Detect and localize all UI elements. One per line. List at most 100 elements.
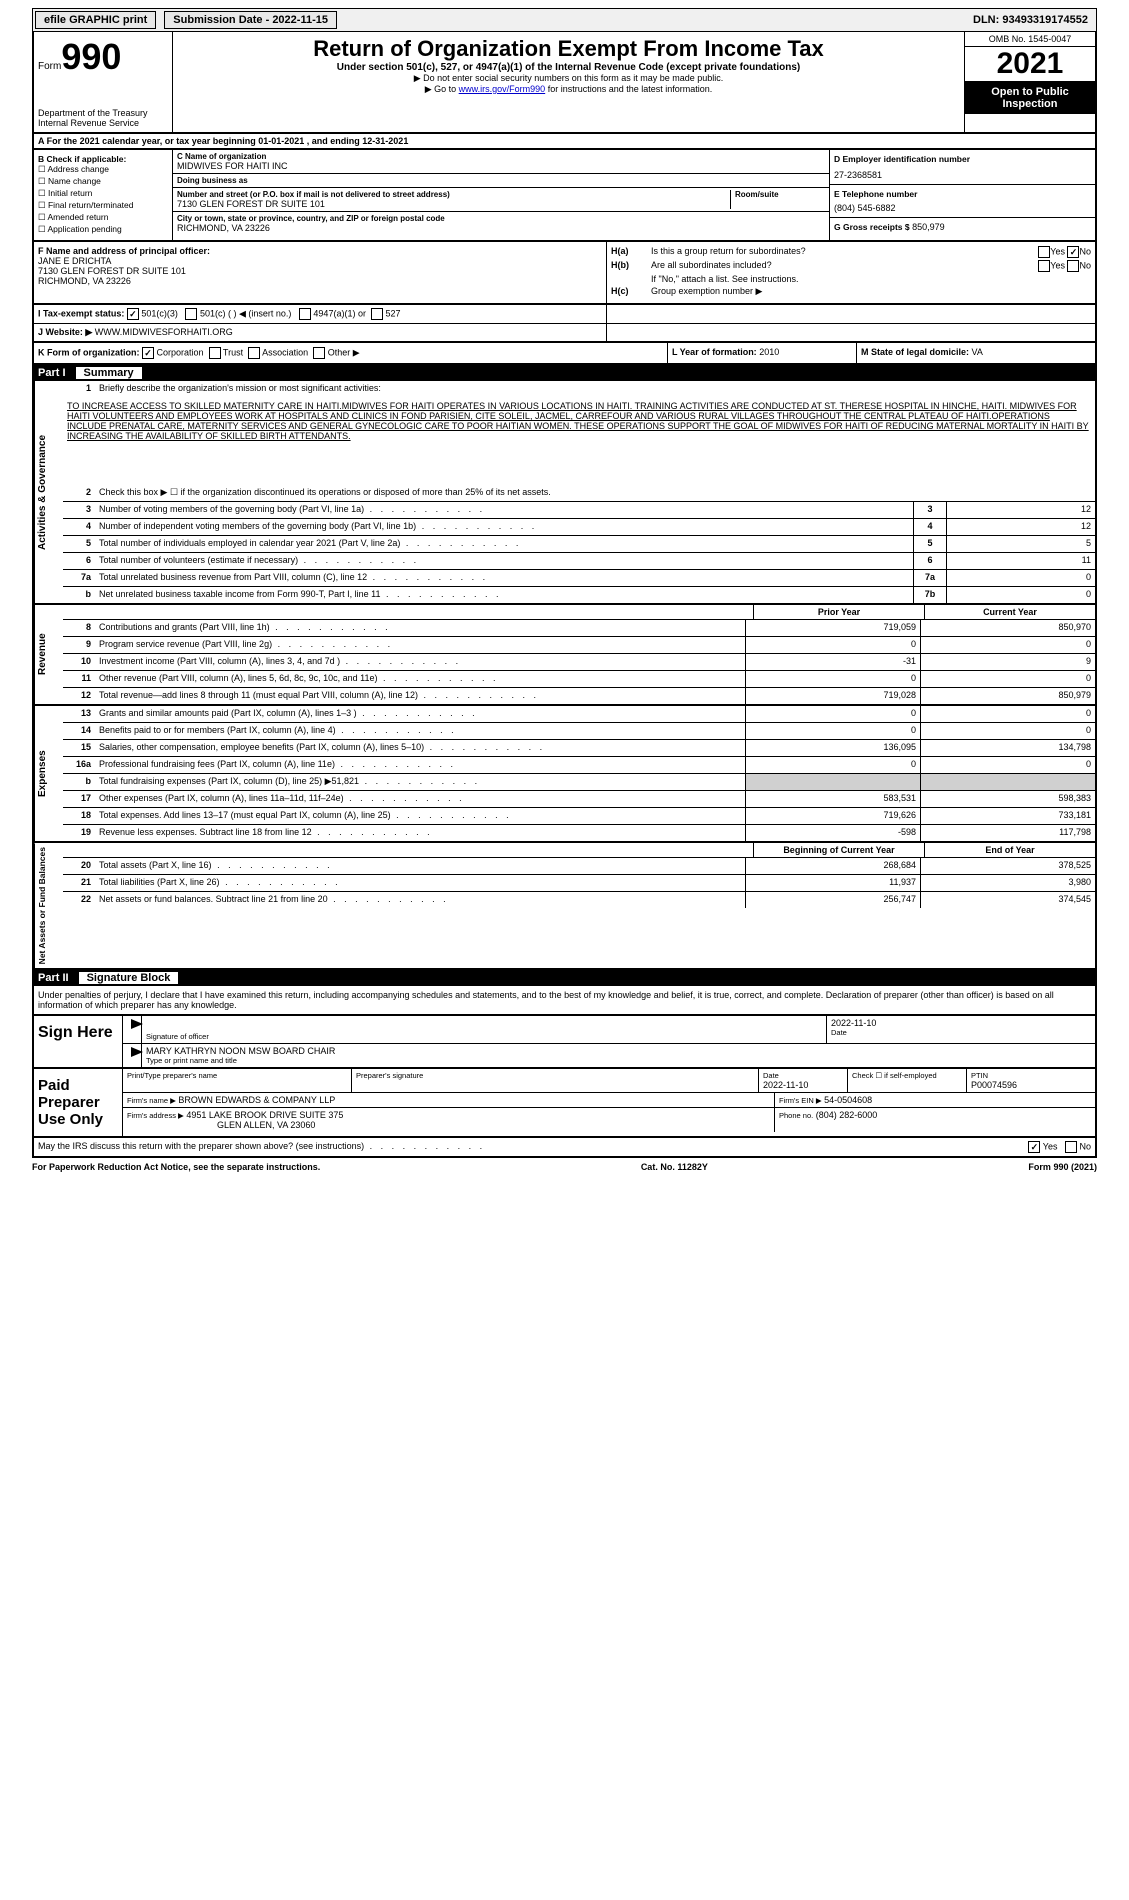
chk-app-pending[interactable]: ☐ Application pending — [38, 224, 168, 235]
summary-line: 9Program service revenue (Part VIII, lin… — [63, 637, 1095, 654]
line-desc: Program service revenue (Part VIII, line… — [95, 637, 745, 653]
discuss-text: May the IRS discuss this return with the… — [38, 1141, 485, 1153]
discuss-yes-checkbox[interactable] — [1028, 1141, 1040, 1153]
chk-501c[interactable] — [185, 308, 197, 320]
firm-ein-label: Firm's EIN ▶ — [779, 1096, 822, 1105]
hb-no-checkbox[interactable] — [1067, 260, 1079, 272]
chk-trust[interactable] — [209, 347, 221, 359]
line-num: 21 — [63, 875, 95, 891]
line-box: 3 — [913, 502, 946, 518]
row-a-tax-year: A For the 2021 calendar year, or tax yea… — [32, 134, 1097, 150]
col-b-checkboxes: B Check if applicable: ☐ Address change … — [34, 150, 173, 240]
chk-527[interactable] — [371, 308, 383, 320]
dept-label: Department of the Treasury Internal Reve… — [38, 108, 168, 128]
prep-date-label: Date — [763, 1071, 843, 1080]
line-value: 5 — [946, 536, 1095, 552]
chk-final-return[interactable]: ☐ Final return/terminated — [38, 200, 168, 211]
part-1-header: Part I Summary — [32, 365, 1097, 381]
chk-address-change[interactable]: ☐ Address change — [38, 164, 168, 175]
current-year-value: 0 — [920, 706, 1095, 722]
line-num: 10 — [63, 654, 95, 670]
self-employed-check[interactable]: Check ☐ if self-employed — [852, 1071, 962, 1080]
ha-no-checkbox[interactable] — [1067, 246, 1079, 258]
line-num: b — [63, 587, 95, 603]
top-bar: efile GRAPHIC print Submission Date - 20… — [32, 8, 1097, 32]
form-number: Form990 — [38, 36, 168, 78]
gross-receipts-label: G Gross receipts $ — [834, 222, 910, 232]
summary-line: 12Total revenue—add lines 8 through 11 (… — [63, 688, 1095, 704]
prior-year-value: 0 — [745, 723, 920, 739]
col-current-year: Current Year — [924, 605, 1095, 619]
f-officer: F Name and address of principal officer:… — [34, 242, 606, 303]
summary-governance: Activities & Governance 1 Briefly descri… — [32, 381, 1097, 605]
prior-year-value: 0 — [745, 671, 920, 687]
current-year-value: 850,979 — [920, 688, 1095, 704]
submission-date-button[interactable]: Submission Date - 2022-11-15 — [164, 11, 337, 29]
line-num: 13 — [63, 706, 95, 722]
line-desc: Total assets (Part X, line 16) — [95, 858, 745, 874]
chk-amended[interactable]: ☐ Amended return — [38, 212, 168, 223]
efile-print-button[interactable]: efile GRAPHIC print — [35, 11, 156, 29]
form-title: Return of Organization Exempt From Incom… — [177, 36, 960, 62]
line-desc: Number of voting members of the governin… — [95, 502, 913, 518]
current-year-value: 3,980 — [920, 875, 1095, 891]
summary-line: 14Benefits paid to or for members (Part … — [63, 723, 1095, 740]
line-num: 3 — [63, 502, 95, 518]
summary-net-assets: Net Assets or Fund Balances Beginning of… — [32, 843, 1097, 970]
line-num: 7a — [63, 570, 95, 586]
sig-date-value: 2022-11-10 — [831, 1018, 1091, 1028]
hb-yes-checkbox[interactable] — [1038, 260, 1050, 272]
line-num: 15 — [63, 740, 95, 756]
f-label: F Name and address of principal officer: — [38, 246, 602, 256]
ein-value: 27-2368581 — [834, 170, 1091, 180]
line-desc: Other expenses (Part IX, column (A), lin… — [95, 791, 745, 807]
current-year-value: 0 — [920, 757, 1095, 773]
org-name-label: C Name of organization — [177, 152, 825, 161]
ha-label: H(a) — [611, 246, 651, 258]
discuss-no-checkbox[interactable] — [1065, 1141, 1077, 1153]
tax-year: 2021 — [965, 47, 1095, 82]
line-desc: Total number of individuals employed in … — [95, 536, 913, 552]
prior-year-value: 0 — [745, 757, 920, 773]
prior-year-value: 719,626 — [745, 808, 920, 824]
summary-line: 21Total liabilities (Part X, line 26)11,… — [63, 875, 1095, 892]
chk-initial-return[interactable]: ☐ Initial return — [38, 188, 168, 199]
city-label: City or town, state or province, country… — [177, 214, 825, 223]
prior-year-value: -598 — [745, 825, 920, 841]
ha-yes-checkbox[interactable] — [1038, 246, 1050, 258]
chk-assoc[interactable] — [248, 347, 260, 359]
form-990-number: 990 — [61, 36, 121, 77]
chk-501c3[interactable] — [127, 308, 139, 320]
chk-name-change[interactable]: ☐ Name change — [38, 176, 168, 187]
hc-text: Group exemption number ▶ — [651, 286, 1091, 297]
chk-corp[interactable] — [142, 347, 154, 359]
line-1-num: 1 — [63, 381, 95, 397]
chk-other[interactable] — [313, 347, 325, 359]
page-footer: For Paperwork Reduction Act Notice, see … — [32, 1158, 1097, 1176]
current-year-value: 598,383 — [920, 791, 1095, 807]
sign-here-block: Sign Here Signature of officer 2022-11-1… — [32, 1016, 1097, 1069]
firm-ein-value: 54-0504608 — [824, 1095, 872, 1105]
ptin-value: P00074596 — [971, 1080, 1091, 1090]
hc-label: H(c) — [611, 286, 651, 297]
org-name: MIDWIVES FOR HAITI INC — [177, 161, 825, 171]
ptin-label: PTIN — [971, 1071, 1091, 1080]
line-desc: Professional fundraising fees (Part IX, … — [95, 757, 745, 773]
b-label: B Check if applicable: — [38, 154, 168, 164]
officer-street: 7130 GLEN FOREST DR SUITE 101 — [38, 266, 602, 276]
line-num: 18 — [63, 808, 95, 824]
line-desc: Grants and similar amounts paid (Part IX… — [95, 706, 745, 722]
hb-note: If "No," attach a list. See instructions… — [651, 274, 1091, 284]
irs-link[interactable]: www.irs.gov/Form990 — [459, 84, 546, 94]
room-label: Room/suite — [735, 190, 825, 199]
current-year-value — [920, 774, 1095, 790]
mission-text: TO INCREASE ACCESS TO SKILLED MATERNITY … — [63, 397, 1095, 445]
chk-4947[interactable] — [299, 308, 311, 320]
open-to-public: Open to Public Inspection — [965, 82, 1095, 114]
line-num: 11 — [63, 671, 95, 687]
line-num: 9 — [63, 637, 95, 653]
line-value: 0 — [946, 587, 1095, 603]
line-value: 11 — [946, 553, 1095, 569]
hc-right — [606, 324, 1095, 341]
summary-line: 4Number of independent voting members of… — [63, 519, 1095, 536]
